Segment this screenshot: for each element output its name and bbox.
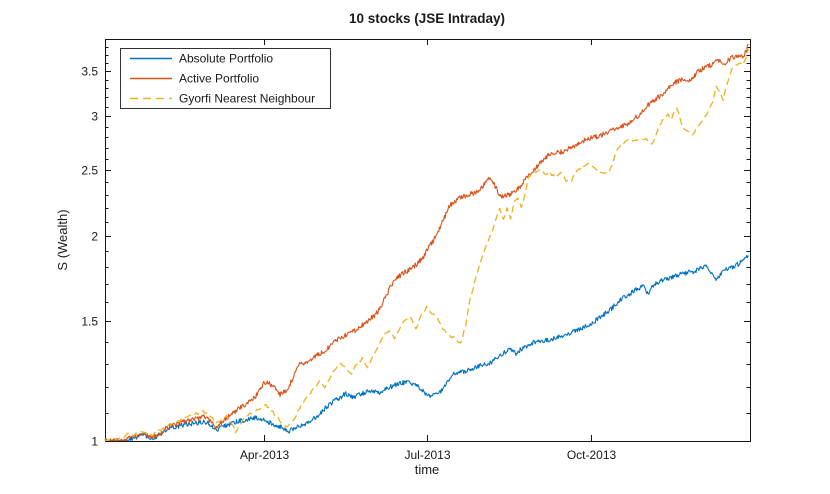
x-tick-label: Jul-2013	[404, 448, 450, 462]
axes-frame	[105, 39, 751, 442]
x-axis-label: time	[415, 462, 440, 477]
legend-label-active-portfolio: Active Portfolio	[179, 72, 259, 86]
y-tick-label: 3	[91, 110, 98, 124]
series-line-active-portfolio	[104, 43, 749, 441]
y-axis-label: S (Wealth)	[55, 209, 70, 270]
y-tick-label: 2.5	[81, 164, 98, 178]
legend-label-absolute-portfolio: Absolute Portfolio	[179, 52, 273, 66]
y-tick-label: 2	[91, 230, 98, 244]
legend-box: Absolute Portfolio Active Portfolio Gyor…	[120, 48, 331, 109]
series-lines	[104, 43, 749, 442]
x-tick-label: Apr-2013	[240, 448, 290, 462]
legend-label-gyorfi-nearest-neighbour: Gyorfi Nearest Neighbour	[179, 92, 315, 106]
y-tick-label: 1.5	[81, 315, 98, 329]
chart-title: 10 stocks (JSE Intraday)	[349, 11, 505, 26]
series-line-gyorfi-nearest-neighbour	[105, 48, 749, 442]
y-tick-label: 1	[91, 435, 98, 449]
series-line-absolute-portfolio	[104, 255, 749, 441]
x-tick-label: Oct-2013	[567, 448, 617, 462]
y-tick-label: 3.5	[81, 65, 98, 79]
tick-labels: Apr-2013 Jul-2013 Oct-2013 1 1.5 2 2.5 3 3.5	[81, 65, 616, 463]
